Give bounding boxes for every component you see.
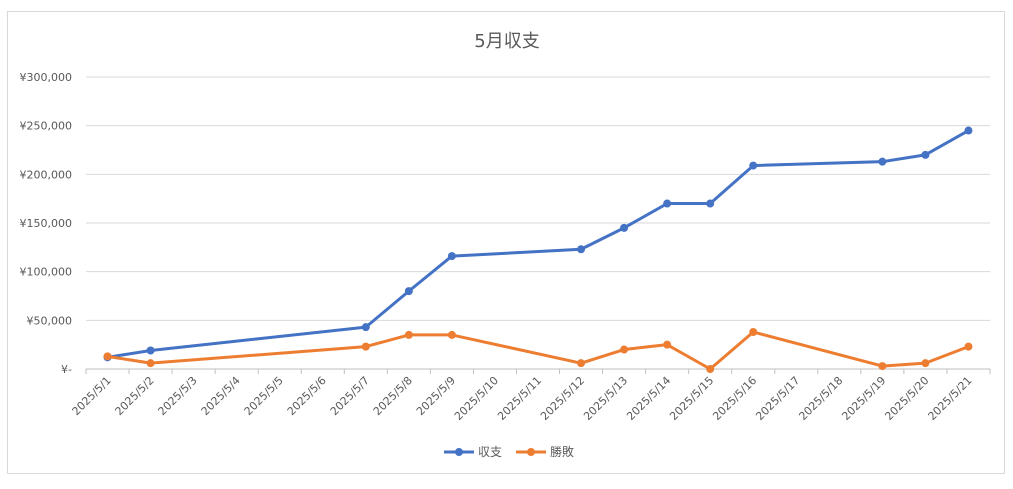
data-point [620,223,629,232]
data-point [749,161,758,170]
legend-marker [455,448,463,456]
x-tick-label: 2025/5/18 [796,374,845,423]
y-tick-label: ¥200,000 [20,168,73,181]
x-tick-label: 2025/5/4 [199,374,243,418]
data-point [706,365,715,373]
x-tick-label: 2025/5/2 [113,374,157,418]
y-tick-label: ¥150,000 [20,217,73,230]
data-point [146,359,155,368]
x-tick-label: 2025/5/5 [242,374,286,418]
x-tick-label: 2025/5/20 [882,374,931,423]
data-point [964,342,973,351]
series-line [106,129,970,359]
data-point [921,150,930,159]
data-point [361,323,370,332]
x-tick-label: 2025/5/10 [452,374,501,423]
legend-label: 勝敗 [550,444,574,459]
y-tick-label: ¥- [61,363,72,376]
data-point [577,245,586,254]
data-point [878,157,887,166]
y-tick-label: ¥50,000 [27,314,73,327]
data-point [447,330,456,339]
y-tick-label: ¥250,000 [20,120,73,133]
legend-marker [527,448,535,456]
data-point [749,328,758,337]
series-line [106,330,970,371]
data-point [706,199,715,208]
data-point [103,352,112,361]
y-tick-label: ¥100,000 [20,266,73,279]
data-point [620,345,629,354]
legend-label: 収支 [478,445,502,459]
data-point [447,252,456,261]
data-point [404,330,413,339]
x-tick-label: 2025/5/13 [581,374,630,423]
series-lines [103,126,973,373]
x-tick-label: 2025/5/11 [495,374,544,423]
x-tick-label: 2025/5/9 [414,374,458,418]
data-point [146,346,155,355]
x-tick-label: 2025/5/16 [710,374,759,423]
gridlines [85,76,991,374]
data-point [577,359,586,368]
data-point [878,362,887,371]
x-tick-label: 2025/5/19 [839,374,888,423]
x-tick-label: 2025/5/12 [538,374,587,423]
x-tick-label: 2025/5/21 [926,374,975,423]
x-tick-label: 2025/5/3 [156,374,200,418]
data-point [921,359,930,368]
x-tick-label: 2025/5/17 [753,374,802,423]
chart-title: 5月収支 [474,31,539,52]
y-tick-label: ¥300,000 [20,71,73,84]
x-tick-label: 2025/5/7 [328,374,372,418]
data-point [361,342,370,351]
x-axis-tick-labels: 2025/5/12025/5/22025/5/32025/5/42025/5/5… [70,374,975,423]
data-point [404,287,413,296]
x-tick-label: 2025/5/1 [70,374,114,418]
x-tick-label: 2025/5/14 [624,374,673,423]
data-point [663,199,672,208]
x-tick-label: 2025/5/15 [667,374,716,423]
x-tick-label: 2025/5/6 [285,374,329,418]
chart-area: 5月収支 ¥- ¥50,000 ¥100,000 ¥150,000 ¥200,000 ¥2… [7,11,1005,474]
legend: 収支 勝敗 [444,444,574,459]
data-point [663,340,672,349]
data-point [964,126,973,135]
y-axis-tick-labels: ¥- ¥50,000 ¥100,000 ¥150,000 ¥200,000 ¥250,00… [20,71,73,376]
line-chart: 5月収支 ¥- ¥50,000 ¥100,000 ¥150,000 ¥200,000 ¥2… [20,31,991,459]
x-tick-label: 2025/5/8 [371,374,415,418]
